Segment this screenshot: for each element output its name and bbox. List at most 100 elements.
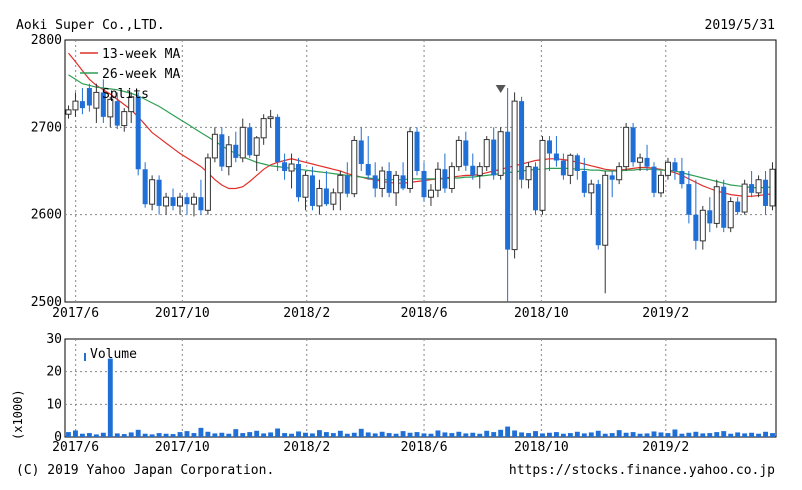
candle [553,136,559,167]
candle [400,162,406,191]
volume-bar [233,429,239,437]
candle-body [163,196,170,207]
candle-body [442,169,448,189]
volume-bar [212,433,218,437]
volume-bar [672,429,678,437]
candle-body [393,174,400,194]
volume-bar [526,433,531,437]
volume-bar [219,432,225,437]
candle [351,136,358,198]
volume-bar [679,433,685,437]
price-y-tick-label: 2600 [31,208,62,223]
candle [686,171,692,224]
candle [735,197,741,215]
candle [442,153,448,193]
volume-bar [428,433,434,437]
candle [260,114,267,145]
candle [763,171,769,215]
volume-bar [330,433,336,437]
volume-x-tick-label: 2017/6 [52,440,99,455]
candle-body [721,186,727,228]
volume-bar [623,432,629,437]
candle [602,171,609,294]
candle-body [664,161,671,176]
candle-body [588,183,595,194]
volume-grid [65,339,776,437]
candle-body [386,171,392,193]
candle-body [323,188,329,205]
candle-body [483,139,490,168]
candle-body [225,144,232,168]
volume-bar [735,432,741,437]
candle [533,162,539,215]
candle-body [309,175,315,206]
volume-bar [114,433,120,437]
candle-body [253,137,260,156]
candle [372,162,378,198]
chart-date: 2019/5/31 [705,18,775,33]
candle-body [421,171,427,198]
volume-bar [728,433,734,437]
candle [434,162,441,198]
candle-body [365,164,371,176]
candle-body [763,179,769,206]
volume-y-axis: 30 20 10 0 [46,332,62,445]
candle-body [211,133,218,159]
candle [114,92,120,130]
candle-body [177,196,184,207]
volume-bar [630,432,636,437]
volume-bar [289,433,294,437]
volume-bar [66,432,71,437]
candle [470,153,476,180]
candle-body [302,174,309,198]
volume-bar [386,433,392,437]
candle [100,79,106,123]
volume-bar [700,433,706,437]
candle [560,153,566,180]
candle-body [525,166,532,181]
candle [379,166,386,198]
candle [699,205,706,250]
candle [296,157,302,202]
copyright: (C) 2019 Yahoo Japan Corporation. [16,463,274,478]
volume-bar [261,433,267,437]
candle-body [553,153,559,161]
candle-body [713,186,720,224]
candle-body [121,111,128,127]
volume-panel [64,338,777,438]
candle-body [623,126,630,168]
candle [727,197,734,233]
candle-body [533,166,539,211]
volume-bar [184,431,190,437]
candle [170,188,176,211]
volume-bar [142,433,148,437]
candle [755,175,762,198]
candle-body [519,101,525,180]
candle [184,192,190,215]
candle-body [407,131,414,189]
candle-body [427,189,434,198]
volume-bar [637,433,643,437]
legend-volume-label: Volume [90,347,137,362]
candle [247,122,253,158]
volume-y-tick-label: 20 [46,365,62,380]
volume-bar [533,431,538,437]
source-url: https://stocks.finance.yahoo.co.jp [509,463,775,478]
volume-bar [205,431,211,437]
volume-bar [407,432,413,437]
candle [330,188,337,211]
candle [156,175,162,215]
volume-bar [73,430,78,437]
volume-bar [170,434,176,437]
candle [86,83,92,112]
candle-body [142,169,148,205]
candle-body [379,170,386,189]
candle-body [505,131,511,250]
candle [211,127,218,163]
candle [567,153,574,185]
candle [204,153,211,215]
candle [525,162,532,189]
candle-body [288,163,295,172]
candle [519,96,525,189]
